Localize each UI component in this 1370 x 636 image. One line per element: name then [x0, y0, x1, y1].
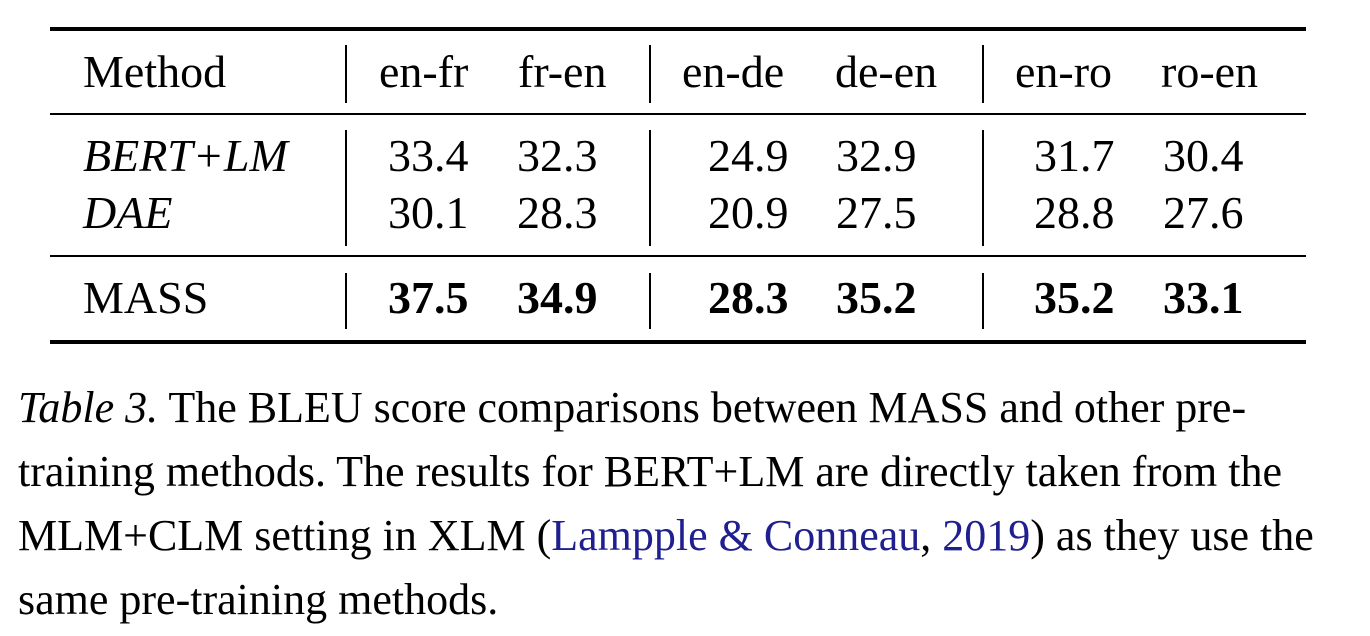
table-cell: 35.2: [836, 272, 917, 323]
col-separator: [649, 45, 651, 103]
table-cell: 32.3: [517, 130, 598, 181]
col-separator: [982, 130, 984, 246]
table-cell: 24.9: [708, 130, 789, 181]
table-bottom-rule: [50, 340, 1306, 344]
header-ro-en: ro-en: [1161, 46, 1259, 97]
table-cell: 33.1: [1163, 272, 1244, 323]
table-mid-rule: [50, 255, 1306, 257]
table-cell: 27.6: [1163, 187, 1244, 238]
citation-year-link[interactable]: 2019: [942, 511, 1031, 560]
col-separator: [345, 273, 347, 329]
table-cell: 30.4: [1163, 130, 1244, 181]
table-cell: 31.7: [1034, 130, 1115, 181]
col-separator: [345, 45, 347, 103]
col-separator: [649, 273, 651, 329]
table-cell: 33.4: [388, 130, 469, 181]
table-top-rule: [50, 27, 1306, 31]
table-cell: 30.1: [388, 187, 469, 238]
header-en-ro: en-ro: [1015, 46, 1113, 97]
col-separator: [345, 130, 347, 246]
results-table: Method en-fr fr-en en-de de-en en-ro ro-…: [50, 27, 1306, 344]
table-cell: 28.3: [517, 187, 598, 238]
table-cell: 20.9: [708, 187, 789, 238]
header-en-de: en-de: [682, 46, 785, 97]
table-caption: Table 3. The BLEU score comparisons betw…: [18, 376, 1358, 632]
row-method-mass: MASS: [83, 272, 209, 323]
caption-text: ) as they use the same pre-training meth…: [18, 511, 1314, 624]
header-en-fr: en-fr: [379, 46, 469, 97]
table-cell: 37.5: [388, 272, 469, 323]
header-de-en: de-en: [835, 46, 938, 97]
table-cell: 28.8: [1034, 187, 1115, 238]
header-fr-en: fr-en: [518, 46, 607, 97]
table-cell: 27.5: [836, 187, 917, 238]
col-separator: [982, 45, 984, 103]
table-cell: 32.9: [836, 130, 917, 181]
table-cell: 28.3: [708, 272, 789, 323]
citation-link[interactable]: Lampple & Conneau: [551, 511, 921, 560]
caption-text: ,: [920, 511, 943, 560]
table-cell: 34.9: [517, 272, 598, 323]
table-cell: 35.2: [1034, 272, 1115, 323]
col-separator: [982, 273, 984, 329]
row-method-bert-lm: BERT+LM: [83, 130, 288, 181]
row-method-dae: DAE: [83, 187, 173, 238]
caption-text: The BLEU score comparisons between MASS …: [18, 383, 1283, 560]
col-separator: [649, 130, 651, 246]
header-method: Method: [83, 46, 227, 97]
caption-label: Table 3.: [18, 383, 159, 432]
table-header-rule: [50, 113, 1306, 115]
